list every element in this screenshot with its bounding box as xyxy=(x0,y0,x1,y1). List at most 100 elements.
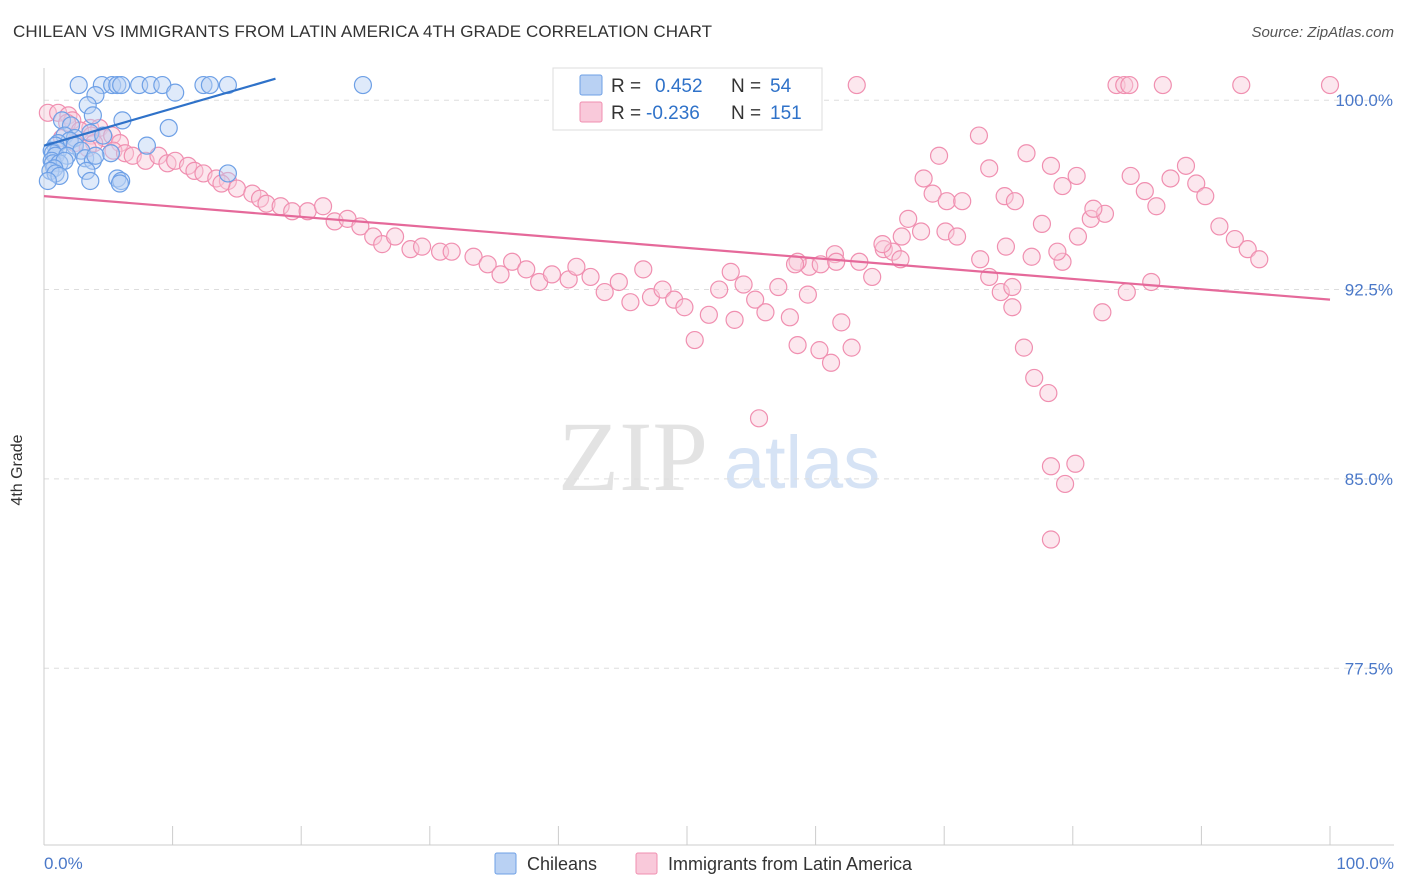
data-point xyxy=(810,341,829,360)
data-point xyxy=(110,134,129,153)
data-point xyxy=(685,330,704,350)
data-point xyxy=(92,75,111,95)
data-point xyxy=(788,335,807,355)
data-point xyxy=(710,280,729,299)
data-point xyxy=(1142,272,1161,292)
watermark-atlas: atlas xyxy=(724,421,880,504)
y-tick-label: 85.0% xyxy=(1345,470,1393,489)
data-point xyxy=(1107,75,1126,95)
data-point xyxy=(1003,277,1022,297)
legend-n-value-chileans: 54 xyxy=(770,76,792,97)
legend-r-label-chileans: R = xyxy=(611,76,641,97)
data-point xyxy=(227,179,246,198)
data-point xyxy=(1135,181,1154,201)
data-point xyxy=(746,290,765,309)
data-point xyxy=(734,275,753,294)
data-point xyxy=(725,310,744,329)
data-point xyxy=(1196,187,1215,206)
legend-swatch-chileans xyxy=(579,74,603,96)
data-point xyxy=(442,242,461,261)
y-tick-label: 92.5% xyxy=(1345,281,1393,300)
data-point xyxy=(110,174,129,193)
data-point xyxy=(81,171,100,191)
data-point xyxy=(503,252,522,271)
data-point xyxy=(653,280,672,299)
data-point xyxy=(353,75,373,95)
data-point xyxy=(1093,303,1112,322)
data-point xyxy=(929,146,949,165)
data-point xyxy=(699,305,718,324)
data-point xyxy=(873,235,892,254)
data-point xyxy=(1025,368,1044,388)
data-point xyxy=(1003,298,1022,317)
data-point xyxy=(980,159,999,178)
data-point xyxy=(38,171,57,191)
chart-title: CHILEAN VS IMMIGRANTS FROM LATIN AMERICA… xyxy=(13,22,713,41)
bottom-legend-label-immigrants: Immigrants from Latin America xyxy=(668,854,913,874)
data-point xyxy=(1084,199,1103,218)
trend-line-chileans xyxy=(43,77,276,147)
data-point xyxy=(891,250,910,269)
data-point xyxy=(1320,75,1340,95)
data-point xyxy=(1238,240,1257,259)
data-point xyxy=(1041,457,1061,476)
data-point xyxy=(159,118,178,138)
data-point xyxy=(1032,214,1052,234)
data-point xyxy=(1210,217,1229,236)
data-point xyxy=(675,298,694,317)
data-point xyxy=(1115,75,1134,95)
data-point xyxy=(953,192,972,211)
data-point xyxy=(1117,282,1136,302)
data-point xyxy=(86,86,105,105)
bottom-legend: Chileans Immigrants from Latin America xyxy=(494,852,913,875)
data-point xyxy=(112,75,131,95)
data-point xyxy=(1053,176,1072,196)
data-point xyxy=(218,164,237,183)
data-point xyxy=(995,187,1014,206)
data-point xyxy=(313,197,333,216)
data-point xyxy=(1187,174,1206,193)
data-point xyxy=(780,308,799,327)
data-point xyxy=(401,240,420,259)
legend-r-label-immigrants: R = xyxy=(611,103,641,124)
y-tick-labels: 100.0% 92.5% 85.0% 77.5% xyxy=(1335,91,1393,678)
data-point xyxy=(991,282,1010,302)
data-point xyxy=(86,146,105,165)
data-point xyxy=(1039,383,1058,403)
data-point xyxy=(1161,169,1180,188)
data-point xyxy=(517,260,536,279)
data-point xyxy=(821,353,841,372)
data-point xyxy=(1053,252,1072,271)
data-point xyxy=(899,209,918,228)
data-point xyxy=(83,106,102,125)
legend-n-value-immigrants: 151 xyxy=(770,103,802,124)
data-point xyxy=(412,237,432,256)
data-point xyxy=(1017,144,1036,163)
data-point xyxy=(634,260,653,279)
data-point xyxy=(1232,75,1251,95)
data-point xyxy=(207,169,226,188)
data-point xyxy=(104,141,123,160)
x-tick-label-min: 0.0% xyxy=(44,854,83,873)
trend-line-immigrants xyxy=(43,195,1331,301)
data-point xyxy=(1055,474,1075,494)
data-point xyxy=(847,75,866,95)
data-point xyxy=(478,255,497,274)
y-tick-label: 100.0% xyxy=(1335,91,1393,110)
data-point xyxy=(1041,530,1061,549)
data-point xyxy=(1022,247,1041,266)
legend-n-label-immigrants: N = xyxy=(731,103,761,124)
data-point xyxy=(665,290,684,309)
x-ticks xyxy=(43,826,1331,845)
data-point xyxy=(38,103,57,122)
data-point xyxy=(1250,250,1269,269)
data-point xyxy=(798,285,817,304)
data-point xyxy=(1048,242,1067,261)
data-point xyxy=(996,237,1016,256)
data-point xyxy=(621,293,640,312)
data-point xyxy=(50,166,69,186)
data-point xyxy=(77,161,96,180)
chart-source: Source: ZipAtlas.com xyxy=(1251,24,1394,41)
x-tick-label-max: 100.0% xyxy=(1336,854,1394,873)
data-point xyxy=(385,227,405,246)
